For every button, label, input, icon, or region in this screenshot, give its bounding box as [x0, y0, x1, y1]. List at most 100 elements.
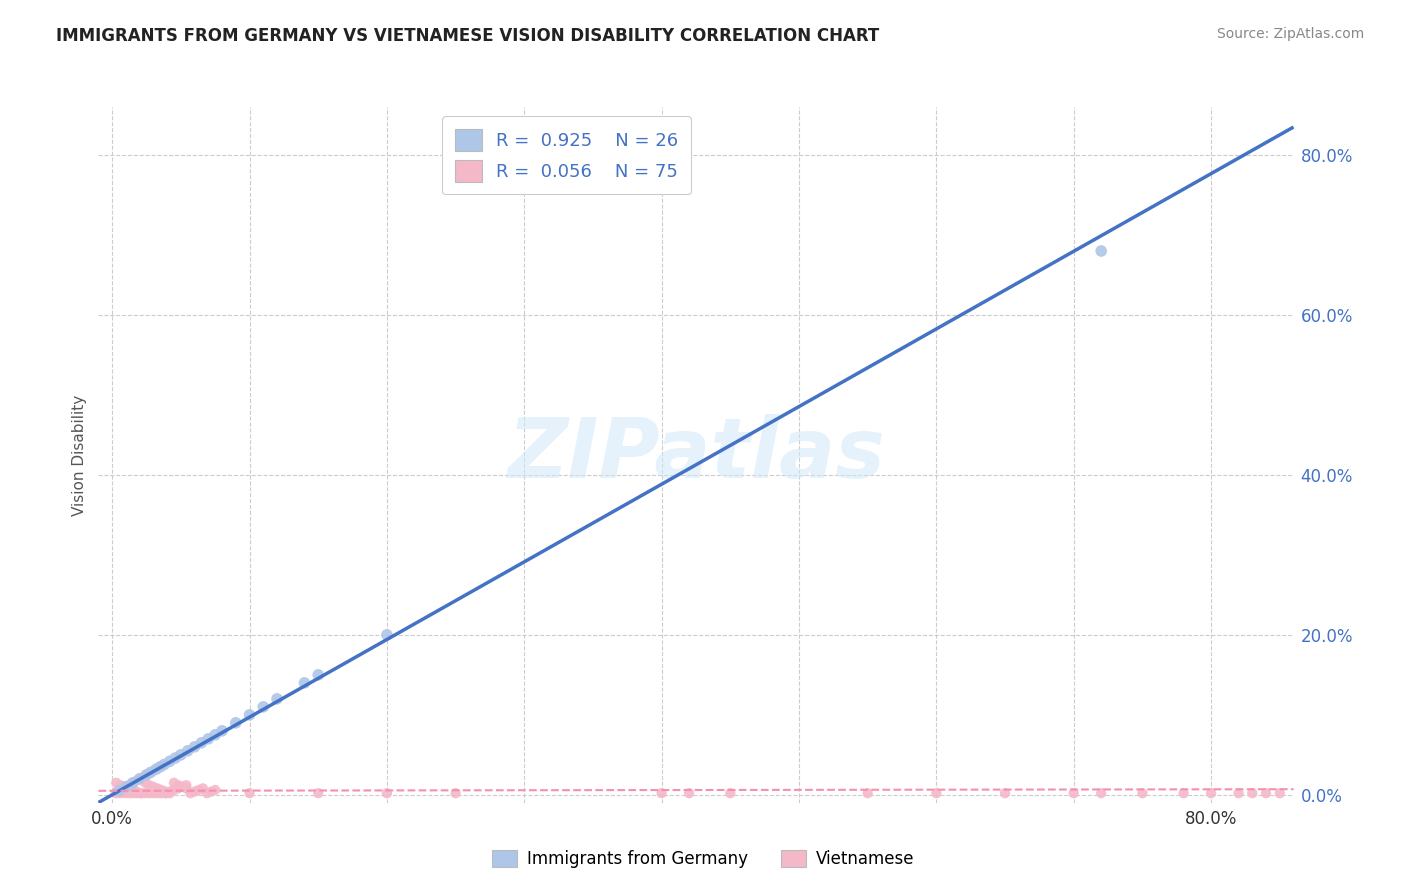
Point — [176, 778, 198, 792]
Point — [138, 778, 160, 792]
Point — [375, 786, 398, 800]
Legend: Immigrants from Germany, Vietnamese: Immigrants from Germany, Vietnamese — [485, 843, 921, 875]
Point — [114, 780, 136, 795]
Point — [170, 747, 193, 762]
Point — [121, 776, 143, 790]
Point — [125, 786, 148, 800]
Point — [129, 786, 152, 800]
Point — [204, 728, 226, 742]
Point — [117, 778, 139, 792]
Point — [134, 769, 156, 783]
Point — [134, 776, 156, 790]
Point — [1173, 786, 1195, 800]
Text: ZIPatlas: ZIPatlas — [508, 415, 884, 495]
Point — [149, 760, 172, 774]
Point — [150, 786, 173, 800]
Point — [115, 780, 138, 794]
Point — [114, 786, 136, 800]
Point — [925, 786, 948, 800]
Point — [238, 707, 260, 722]
Point — [1090, 786, 1112, 800]
Point — [125, 784, 148, 798]
Point — [105, 786, 128, 800]
Point — [142, 780, 165, 794]
Point — [167, 781, 190, 796]
Point — [444, 786, 467, 800]
Point — [155, 786, 177, 800]
Point — [1254, 786, 1277, 800]
Point — [146, 781, 169, 796]
Point — [994, 786, 1017, 800]
Point — [155, 784, 177, 798]
Point — [183, 784, 205, 798]
Point — [117, 781, 139, 796]
Point — [163, 776, 186, 790]
Point — [117, 786, 139, 800]
Point — [375, 628, 398, 642]
Point — [1241, 786, 1264, 800]
Point — [121, 776, 143, 790]
Point — [165, 751, 187, 765]
Point — [138, 786, 160, 800]
Point — [190, 736, 212, 750]
Point — [176, 781, 198, 796]
Point — [105, 785, 128, 799]
Point — [135, 768, 157, 782]
Point — [191, 781, 214, 796]
Point — [195, 786, 218, 800]
Point — [125, 773, 148, 788]
Point — [172, 780, 194, 794]
Point — [114, 780, 136, 794]
Point — [150, 783, 173, 797]
Point — [139, 765, 162, 780]
Legend: R =  0.925    N = 26, R =  0.056    N = 75: R = 0.925 N = 26, R = 0.056 N = 75 — [441, 116, 690, 194]
Point — [172, 780, 194, 794]
Point — [307, 786, 329, 800]
Point — [225, 715, 247, 730]
Point — [159, 784, 181, 798]
Point — [105, 776, 128, 790]
Point — [294, 676, 316, 690]
Point — [150, 759, 173, 773]
Text: IMMIGRANTS FROM GERMANY VS VIETNAMESE VISION DISABILITY CORRELATION CHART: IMMIGRANTS FROM GERMANY VS VIETNAMESE VI… — [56, 27, 880, 45]
Point — [187, 783, 209, 797]
Point — [155, 786, 177, 800]
Point — [651, 786, 673, 800]
Point — [197, 731, 219, 746]
Point — [204, 783, 226, 797]
Point — [134, 786, 156, 800]
Point — [159, 754, 181, 768]
Point — [266, 691, 288, 706]
Point — [1132, 786, 1154, 800]
Point — [142, 764, 165, 778]
Point — [200, 784, 222, 798]
Point — [678, 786, 700, 800]
Point — [177, 744, 200, 758]
Text: Source: ZipAtlas.com: Source: ZipAtlas.com — [1216, 27, 1364, 41]
Point — [138, 766, 160, 780]
Point — [121, 783, 143, 797]
Point — [108, 784, 131, 798]
Point — [129, 786, 152, 800]
Point — [128, 772, 150, 786]
Point — [179, 786, 201, 800]
Point — [159, 786, 181, 800]
Y-axis label: Vision Disability: Vision Disability — [72, 394, 87, 516]
Point — [211, 723, 233, 738]
Point — [145, 762, 167, 776]
Point — [1199, 786, 1222, 800]
Point — [110, 778, 132, 792]
Point — [1063, 786, 1085, 800]
Point — [1090, 244, 1112, 258]
Point — [718, 786, 741, 800]
Point — [110, 783, 132, 797]
Point — [167, 778, 190, 792]
Point — [146, 761, 169, 775]
Point — [183, 739, 205, 754]
Point — [153, 757, 176, 772]
Point — [856, 786, 879, 800]
Point — [110, 786, 132, 800]
Point — [142, 786, 165, 800]
Point — [121, 786, 143, 800]
Point — [146, 786, 169, 800]
